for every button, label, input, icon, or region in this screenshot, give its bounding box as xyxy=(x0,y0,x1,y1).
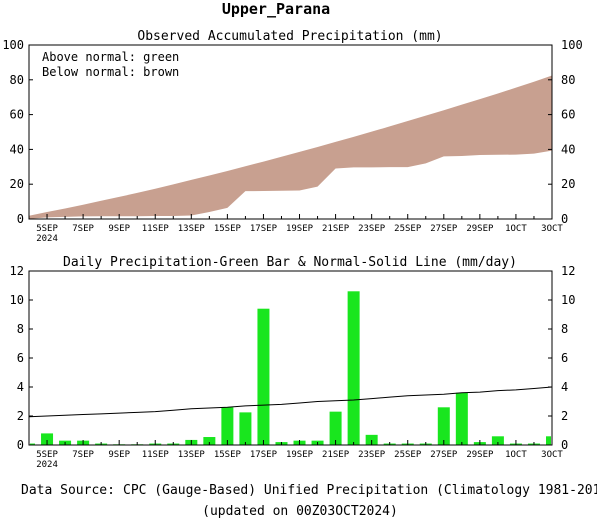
daily-precip-bar xyxy=(546,436,551,445)
daily-x-axis: 5SEP 7SEP 9SEP 11SEP 13SEP 15SEP 17SEP 19SEP 21S… xyxy=(28,440,563,470)
accumulated-xtick-label: 5SEP xyxy=(36,224,58,234)
daily-precip-bar xyxy=(437,407,450,445)
accumulated-chart-title: Observed Accumulated Precipitation (mm) xyxy=(137,29,442,44)
daily-ytick-label-right: 10 xyxy=(561,293,575,307)
daily-xtick-label: 23SEP xyxy=(358,450,386,460)
daily-precip-bar xyxy=(455,392,468,445)
daily-ytick-label-left: 10 xyxy=(10,293,24,307)
daily-precip-bar xyxy=(329,411,342,445)
daily-y-axis: 0 0 2 2 4 4 6 6 8 8 10 10 12 12 xyxy=(10,264,576,452)
accumulated-xtick-year: 2024 xyxy=(36,234,58,244)
accumulated-xtick-label: 21SEP xyxy=(322,224,350,234)
daily-normal-line-layer xyxy=(28,386,553,418)
daily-ytick-label-left: 2 xyxy=(17,409,24,423)
daily-ytick-label-right: 6 xyxy=(561,351,568,365)
daily-precip-bar xyxy=(491,436,504,445)
daily-ytick-label-right: 8 xyxy=(561,322,568,336)
daily-ytick-label-right: 12 xyxy=(561,264,575,278)
accumulated-xtick-label: 29SEP xyxy=(466,224,494,234)
accumulated-xtick-label: 15SEP xyxy=(214,224,242,234)
daily-xtick-label: 25SEP xyxy=(394,450,422,460)
daily-plot-frame xyxy=(28,270,553,446)
daily-ytick-label-right: 2 xyxy=(561,409,568,423)
daily-precipitation-panel: Daily Precipitation-Green Bar & Normal-S… xyxy=(10,255,576,470)
daily-chart-title: Daily Precipitation-Green Bar & Normal-S… xyxy=(63,255,517,270)
accumulated-precipitation-panel: Observed Accumulated Precipitation (mm) … xyxy=(2,29,582,244)
below-normal-area xyxy=(29,75,552,219)
daily-precip-bar xyxy=(41,433,54,445)
accumulated-xtick-label: 11SEP xyxy=(142,224,170,234)
accumulated-xtick-label: 7SEP xyxy=(72,224,94,234)
daily-ytick-label-right: 0 xyxy=(561,438,568,452)
daily-ytick-label-right: 4 xyxy=(561,380,568,394)
daily-precip-bar xyxy=(257,308,270,445)
accumulated-xtick-label: 17SEP xyxy=(250,224,278,234)
accumulated-area-layer xyxy=(29,75,552,219)
accumulated-ytick-label-right: 100 xyxy=(561,38,583,52)
accumulated-xtick-label: 25SEP xyxy=(394,224,422,234)
accumulated-ytick-label-left: 80 xyxy=(10,73,24,87)
accumulated-x-axis: 5SEP 7SEP 9SEP 11SEP 13SEP 15SEP 17SEP 19SEP 21S… xyxy=(28,214,563,244)
footer: Data Source: CPC (Gauge-Based) Unified P… xyxy=(21,483,597,518)
daily-xtick-label: 13SEP xyxy=(178,450,206,460)
accumulated-ytick-label-left: 20 xyxy=(10,177,24,191)
daily-precip-bar xyxy=(347,291,360,445)
daily-xtick-label: 15SEP xyxy=(214,450,242,460)
accumulated-plot-frame xyxy=(28,44,553,220)
normal-daily-line xyxy=(28,386,553,418)
daily-ytick-label-left: 8 xyxy=(17,322,24,336)
accumulated-ytick-label-right: 0 xyxy=(561,212,568,226)
daily-xtick-label: 9SEP xyxy=(108,450,130,460)
daily-xtick-label: 21SEP xyxy=(322,450,350,460)
accumulated-ytick-label-left: 0 xyxy=(17,212,24,226)
legend-above-normal: Above normal: green xyxy=(42,50,179,64)
daily-precip-bar xyxy=(239,412,252,445)
daily-xtick-label: 17SEP xyxy=(250,450,278,460)
accumulated-xtick-label: 19SEP xyxy=(286,224,314,234)
daily-xtick-label: 29SEP xyxy=(466,450,494,460)
daily-ytick-label-left: 6 xyxy=(17,351,24,365)
figure-title: Upper_Parana xyxy=(222,0,330,18)
accumulated-ytick-label-right: 40 xyxy=(561,142,575,156)
daily-xtick-label: 3OCT xyxy=(541,450,563,460)
accumulated-legend: Above normal: green Below normal: brown xyxy=(42,50,179,79)
daily-xtick-label: 1OCT xyxy=(505,450,527,460)
data-source-label: Data Source: xyxy=(21,483,115,498)
daily-xtick-label: 11SEP xyxy=(142,450,170,460)
accumulated-ytick-label-right: 60 xyxy=(561,108,575,122)
updated-timestamp: (updated on 00Z03OCT2024) xyxy=(202,504,398,518)
daily-xtick-label: 19SEP xyxy=(286,450,314,460)
daily-xtick-label: 7SEP xyxy=(72,450,94,460)
accumulated-xtick-label: 3OCT xyxy=(541,224,563,234)
accumulated-ytick-label-left: 40 xyxy=(10,142,24,156)
accumulated-xtick-label: 1OCT xyxy=(505,224,527,234)
data-source-text: CPC (Gauge-Based) Unified Precipitation … xyxy=(123,483,597,498)
accumulated-ytick-label-right: 80 xyxy=(561,73,575,87)
legend-below-normal: Below normal: brown xyxy=(42,65,179,79)
daily-bars-layer xyxy=(30,291,551,445)
accumulated-ytick-label-right: 20 xyxy=(561,177,575,191)
accumulated-xtick-label: 27SEP xyxy=(430,224,458,234)
accumulated-ytick-label-left: 60 xyxy=(10,108,24,122)
daily-xtick-year: 2024 xyxy=(36,460,58,470)
accumulated-ytick-label-left: 100 xyxy=(2,38,24,52)
daily-ytick-label-left: 0 xyxy=(17,438,24,452)
daily-precip-bar xyxy=(203,437,216,445)
daily-xtick-label: 27SEP xyxy=(430,450,458,460)
daily-ytick-label-left: 12 xyxy=(10,264,24,278)
daily-precip-bar xyxy=(221,407,234,445)
accumulated-xtick-label: 13SEP xyxy=(178,224,206,234)
daily-xtick-label: 5SEP xyxy=(36,450,58,460)
daily-ytick-label-left: 4 xyxy=(17,380,24,394)
daily-precip-bar xyxy=(365,434,378,445)
accumulated-xtick-label: 9SEP xyxy=(108,224,130,234)
daily-precip-bar xyxy=(30,443,35,445)
accumulated-y-axis: 0 0 20 20 40 40 60 60 80 80 100 100 xyxy=(2,38,582,226)
accumulated-xtick-label: 23SEP xyxy=(358,224,386,234)
